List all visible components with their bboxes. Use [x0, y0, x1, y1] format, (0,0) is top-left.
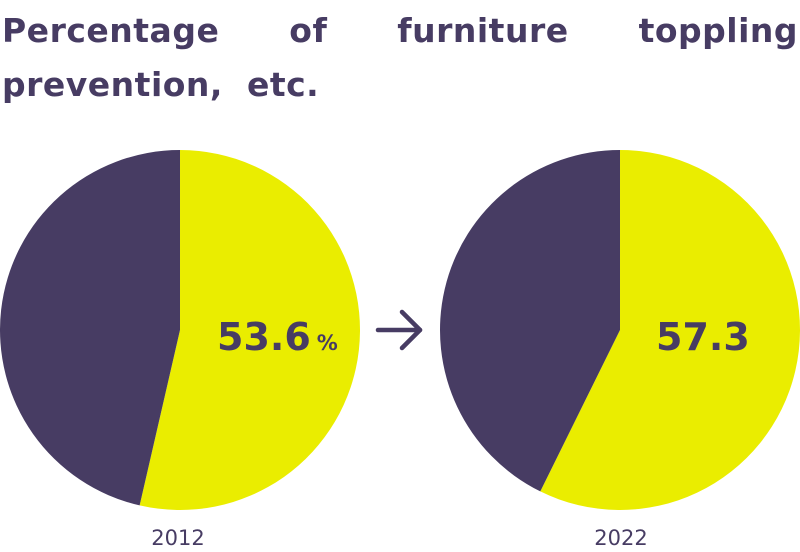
- pie-2012-year-label: 2012: [151, 526, 204, 550]
- pie-2022: [439, 150, 800, 510]
- pie-2022-year-label: 2022: [594, 526, 647, 550]
- pie-2012: [0, 150, 361, 510]
- pie-2022-slice-1: [439, 150, 620, 492]
- pie-2022-value: 57.3: [656, 315, 750, 359]
- pie-2012-slice-0: [139, 150, 361, 510]
- right-arrow-icon: [375, 309, 423, 351]
- pie-2022-value-label: 57.3: [656, 315, 750, 359]
- pie-2012-unit: %: [317, 331, 338, 355]
- chart-title: Percentage of furniture toppling prevent…: [2, 11, 798, 104]
- pie-2022-slice-0: [540, 150, 800, 510]
- pie-2012-value-label: 53.6%: [217, 315, 338, 359]
- pie-2012-value: 53.6: [217, 315, 311, 359]
- pie-2012-slice-1: [0, 150, 181, 506]
